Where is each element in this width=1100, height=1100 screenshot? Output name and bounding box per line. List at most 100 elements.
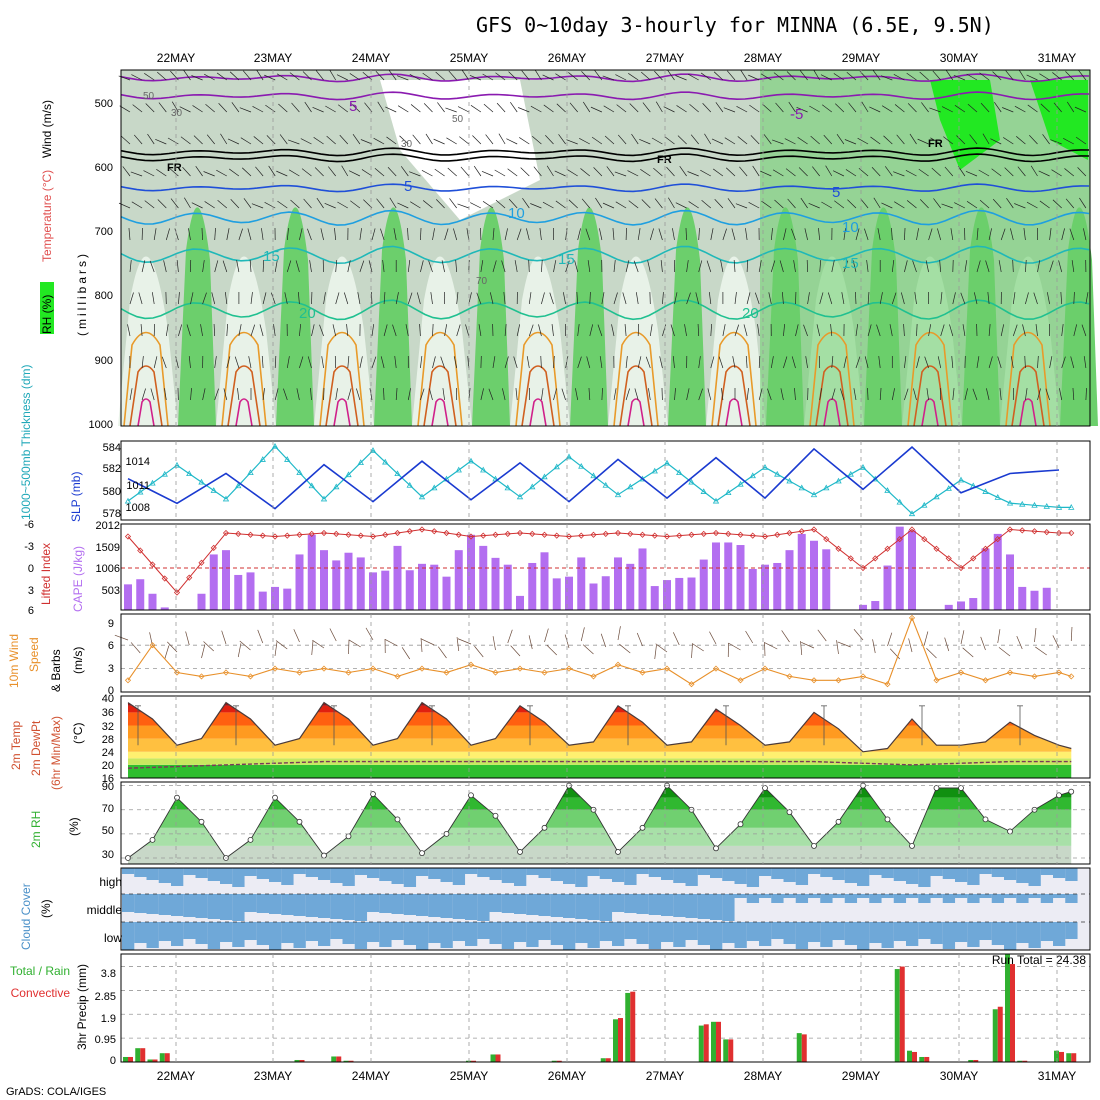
date-label: 26MAY	[548, 51, 586, 65]
cloud-high-bar	[171, 868, 184, 886]
wind-barb	[727, 70, 736, 81]
wind-barb	[725, 167, 736, 177]
cloud-mid-bar	[501, 894, 515, 913]
cape-bar	[761, 564, 769, 610]
cape-bar	[1030, 590, 1039, 610]
rh-point	[1007, 828, 1013, 835]
wind-barb	[991, 168, 1002, 177]
wind-barb	[201, 227, 203, 241]
lifted-index-marker	[320, 529, 328, 537]
wind-barb	[157, 199, 167, 209]
cape-bar	[442, 576, 451, 610]
thickness-marker	[835, 477, 842, 484]
wind-barb	[363, 199, 373, 209]
wind-barb	[689, 104, 699, 113]
lifted-index-marker	[492, 531, 499, 538]
wind-speed-marker	[418, 665, 426, 672]
lifted-index-marker	[259, 532, 266, 539]
wind-barb	[504, 228, 508, 241]
cloud-high-bar	[685, 868, 698, 886]
cloud-low-bar	[759, 922, 772, 946]
wind-barb	[420, 227, 422, 241]
thickness-marker	[749, 472, 756, 479]
lifted-index-marker	[1031, 528, 1038, 535]
wind-barb	[732, 356, 736, 369]
wind-barb	[337, 201, 348, 209]
wind-barb	[616, 104, 627, 113]
wind-barb	[916, 228, 919, 241]
lifted-index-marker	[210, 544, 217, 551]
rh-saturated-region	[930, 80, 1000, 170]
wind-barb	[820, 74, 832, 81]
temperature-contour-35	[521, 365, 555, 427]
rh-saturated-region	[1030, 80, 1088, 160]
cape-bar	[246, 572, 255, 610]
wind-barb	[169, 167, 179, 177]
precip-conv-bar	[336, 1056, 342, 1062]
thickness-marker	[210, 487, 217, 493]
cloud-high-bar	[624, 868, 637, 885]
cape-bar	[699, 559, 708, 610]
wind-barb	[988, 228, 992, 241]
wind-barb	[1046, 292, 1050, 305]
wind-barb	[819, 292, 824, 305]
wind-barb	[1006, 197, 1014, 209]
cloud-low-bar	[857, 922, 870, 950]
rh-point	[713, 845, 719, 852]
cloud-mid-bar	[134, 894, 147, 913]
wind-barb	[633, 260, 639, 273]
rh-bands	[128, 785, 1072, 864]
wind-barb	[835, 103, 845, 113]
wind-barb	[551, 324, 554, 337]
wind-barb	[155, 138, 167, 145]
wind-barb	[951, 356, 954, 369]
cape-tick: 1509	[96, 542, 120, 554]
wind-speed-marker	[247, 673, 254, 680]
wind-barb	[1025, 388, 1028, 401]
temp-band	[128, 764, 1072, 778]
lifted-tick: -3	[24, 541, 34, 553]
wind-barb	[383, 387, 385, 401]
thickness-marker	[1055, 504, 1063, 510]
cloud-mid-bar	[171, 894, 184, 916]
cape-bar	[405, 570, 414, 610]
wind-barb	[1053, 102, 1062, 113]
wind-barb	[277, 200, 288, 209]
thickness-marker	[149, 479, 156, 486]
wind-barb	[577, 324, 580, 337]
cloud-low-bar	[403, 922, 417, 945]
wind-barb	[940, 292, 943, 305]
wind-barb	[831, 388, 836, 401]
wind-barb	[341, 165, 349, 177]
wind-barb	[213, 323, 216, 337]
wind-barb	[1027, 104, 1038, 113]
wind-barb	[853, 388, 857, 401]
rh-moist-region	[668, 207, 706, 426]
cloud-low-bar	[379, 922, 392, 947]
cloud-low-bar	[795, 922, 809, 949]
wind10m-barb	[203, 641, 214, 652]
wind-barb	[985, 260, 990, 273]
wind10m-barb	[239, 640, 251, 651]
wind10m-barb	[745, 630, 754, 644]
wind-barb	[283, 388, 288, 401]
wind-barb	[702, 102, 712, 113]
cape-bar	[332, 560, 341, 610]
temperature-contour-30	[907, 331, 953, 427]
thickness-marker	[1031, 501, 1038, 508]
cloud-mid-bar	[746, 894, 760, 903]
wind-barb	[290, 199, 300, 209]
cloud-high-bar	[391, 868, 404, 884]
wind-barb	[916, 323, 918, 337]
wind-barb	[312, 106, 324, 113]
wind-barb	[498, 133, 506, 145]
wind-barb	[217, 200, 228, 209]
wind-barb	[818, 228, 821, 241]
wind-barb	[190, 292, 194, 305]
wind-barb	[686, 388, 690, 401]
cloud-level-label: high	[99, 875, 122, 889]
wind-barb	[879, 292, 883, 305]
wind-barb	[192, 105, 203, 113]
wind-barb	[520, 167, 530, 177]
lifted-index-marker	[676, 532, 683, 539]
